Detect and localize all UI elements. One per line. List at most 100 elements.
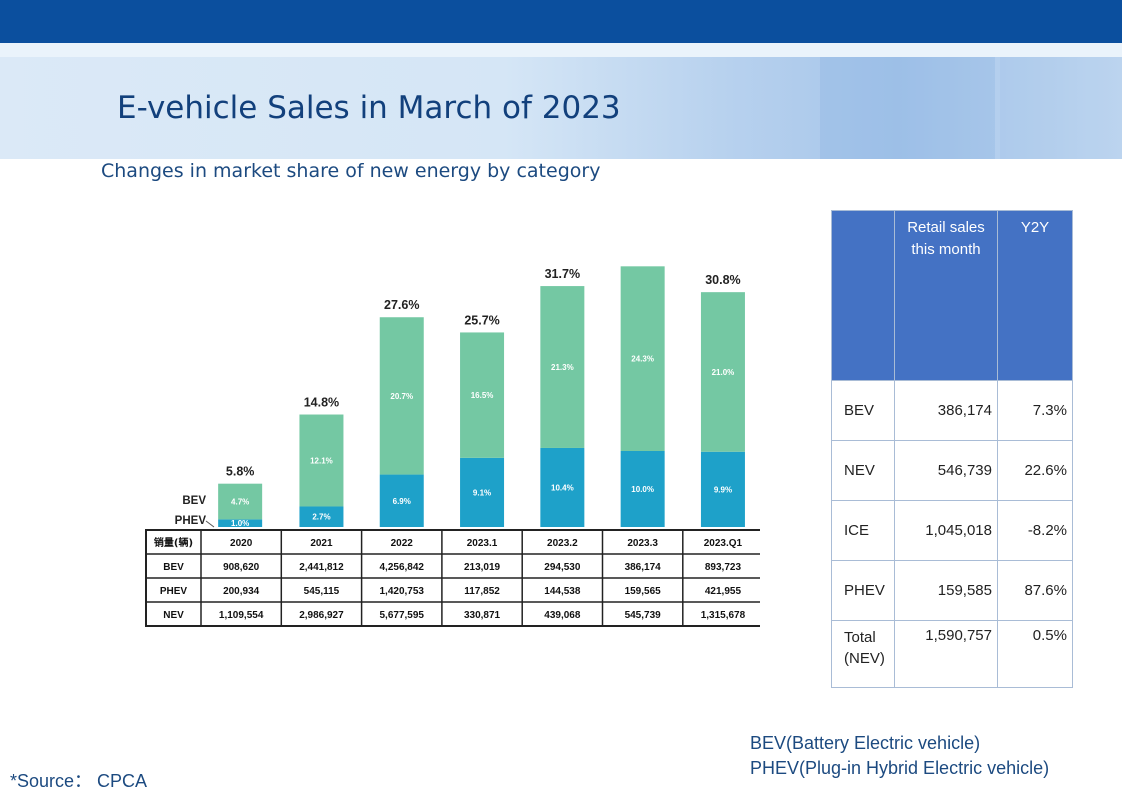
bar-phev xyxy=(540,447,585,527)
header-bar xyxy=(0,0,1122,43)
total-label: 27.6% xyxy=(384,298,419,312)
legend-label-bev: BEV xyxy=(182,495,206,507)
table-cell: 893,723 xyxy=(705,562,742,573)
total-label: 31.7% xyxy=(545,267,580,281)
retail-value: 159,585 xyxy=(894,560,998,621)
total-label: 25.7% xyxy=(464,313,499,327)
chart-subtitle: Changes in market share of new energy by… xyxy=(101,160,601,182)
table-cell: 2,441,812 xyxy=(299,562,344,573)
sales-table-header-retail: Retail sales this month xyxy=(894,210,998,381)
bar-phev xyxy=(620,451,665,527)
bar-bev xyxy=(700,292,745,452)
data-label-phev: 9.1% xyxy=(473,488,491,497)
bar-phev xyxy=(299,506,344,527)
data-label-bev: 21.3% xyxy=(551,363,574,372)
data-label-bev: 12.1% xyxy=(310,457,333,466)
table-row: PHEV 159,585 87.6% xyxy=(831,560,1073,621)
title-banner xyxy=(0,57,1122,159)
table-header-cell: 2021 xyxy=(310,538,333,549)
data-label-phev: 6.9% xyxy=(393,497,411,506)
retail-value: 386,174 xyxy=(894,380,998,441)
table-cell: 1,109,554 xyxy=(219,610,264,621)
table-cell: 144,538 xyxy=(544,586,581,597)
table-cell: 5,677,595 xyxy=(380,610,425,621)
source-note: *Source： CPCA xyxy=(10,771,148,791)
table-cell: 386,174 xyxy=(625,562,662,573)
row-label: BEV xyxy=(831,380,895,441)
y2y-value: 0.5% xyxy=(997,620,1073,688)
abbreviation-notes: BEV(Battery Electric vehicle) PHEV(Plug-… xyxy=(750,731,1049,781)
row-label: ICE xyxy=(831,500,895,561)
table-cell: 294,530 xyxy=(544,562,581,573)
table-cell: 439,068 xyxy=(544,610,581,621)
bar-phev xyxy=(460,457,505,527)
data-label-phev: 1.0% xyxy=(231,519,249,528)
y2y-value: 87.6% xyxy=(997,560,1073,621)
table-cell: 4,256,842 xyxy=(380,562,425,573)
table-cell: 1,420,753 xyxy=(380,586,425,597)
row-label: PHEV xyxy=(831,560,895,621)
y2y-value: 22.6% xyxy=(997,440,1073,501)
table-row: Total(NEV) 1,590,757 0.5% xyxy=(831,620,1073,688)
table-cell: 2,986,927 xyxy=(299,610,344,621)
table-cell: 159,565 xyxy=(625,586,662,597)
total-label: 14.8% xyxy=(304,396,339,410)
data-label-phev: 10.4% xyxy=(551,483,574,492)
row-label: NEV xyxy=(831,440,895,501)
table-row: ICE 1,045,018 -8.2% xyxy=(831,500,1073,561)
banner-decoration xyxy=(1000,57,1122,159)
bar-bev xyxy=(460,332,505,458)
header-divider xyxy=(0,43,1122,57)
bar-bev xyxy=(620,266,665,451)
data-label-bev: 16.5% xyxy=(471,391,494,400)
retail-value: 1,045,018 xyxy=(894,500,998,561)
y2y-value: -8.2% xyxy=(997,500,1073,561)
sales-table-header-y2y: Y2Y xyxy=(997,210,1073,381)
table-header-cell: 2020 xyxy=(230,538,253,549)
bar-bev xyxy=(379,317,424,475)
table-cell: 1,315,678 xyxy=(701,610,746,621)
table-cell: 545,739 xyxy=(625,610,662,621)
bar-bev xyxy=(540,286,585,448)
data-label-bev: 21.0% xyxy=(712,368,735,377)
bar-phev xyxy=(218,519,263,527)
table-cell: 213,019 xyxy=(464,562,501,573)
bar-bev xyxy=(299,414,344,507)
table-row: BEV 386,174 7.3% xyxy=(831,380,1073,441)
table-corner-label: 销量(辆) xyxy=(154,536,193,549)
data-label-phev: 2.7% xyxy=(312,513,330,522)
table-header-cell: 2023.3 xyxy=(627,538,658,549)
retail-value: 546,739 xyxy=(894,440,998,501)
banner-decoration xyxy=(820,57,995,159)
table-row-label: PHEV xyxy=(160,586,188,597)
total-label: 5.8% xyxy=(226,465,255,479)
data-label-bev: 20.7% xyxy=(390,392,413,401)
table-header-cell: 2023.Q1 xyxy=(704,538,743,549)
data-label-bev: 4.7% xyxy=(231,498,249,507)
sales-table-header-blank xyxy=(831,210,895,381)
data-label-bev: 24.3% xyxy=(631,355,654,364)
legend-leader-line xyxy=(205,520,215,528)
bar-bev xyxy=(218,483,263,520)
data-label-phev: 10.0% xyxy=(631,485,654,494)
phev-note: PHEV(Plug-in Hybrid Electric vehicle) xyxy=(750,758,1050,778)
table-header-cell: 2022 xyxy=(391,538,414,549)
total-label: 30.8% xyxy=(705,273,740,287)
table-header-cell: 2023.2 xyxy=(547,538,578,549)
bar-phev xyxy=(379,474,424,527)
table-cell: 545,115 xyxy=(304,586,340,597)
market-share-chart: 1.0% 4.7% 5.8% 2.7% 12.1% 14.8% 6.9% 20.7% 27.6%… xyxy=(145,266,760,627)
bar-phev xyxy=(700,451,745,527)
table-row-label: NEV xyxy=(163,610,184,621)
table-cell: 330,871 xyxy=(464,610,501,621)
page-title: E-vehicle Sales in March of 2023 xyxy=(117,90,621,126)
table-cell: 200,934 xyxy=(223,586,260,597)
table-cell: 421,955 xyxy=(705,586,742,597)
table-header-cell: 2023.1 xyxy=(467,538,498,549)
row-label: Total(NEV) xyxy=(831,620,895,688)
table-row: NEV 546,739 22.6% xyxy=(831,440,1073,501)
y2y-value: 7.3% xyxy=(997,380,1073,441)
retail-value: 1,590,757 xyxy=(894,620,998,688)
data-label-phev: 9.9% xyxy=(714,485,732,494)
sales-table: Retail sales this month Y2Y BEV 386,174 … xyxy=(831,210,1073,688)
